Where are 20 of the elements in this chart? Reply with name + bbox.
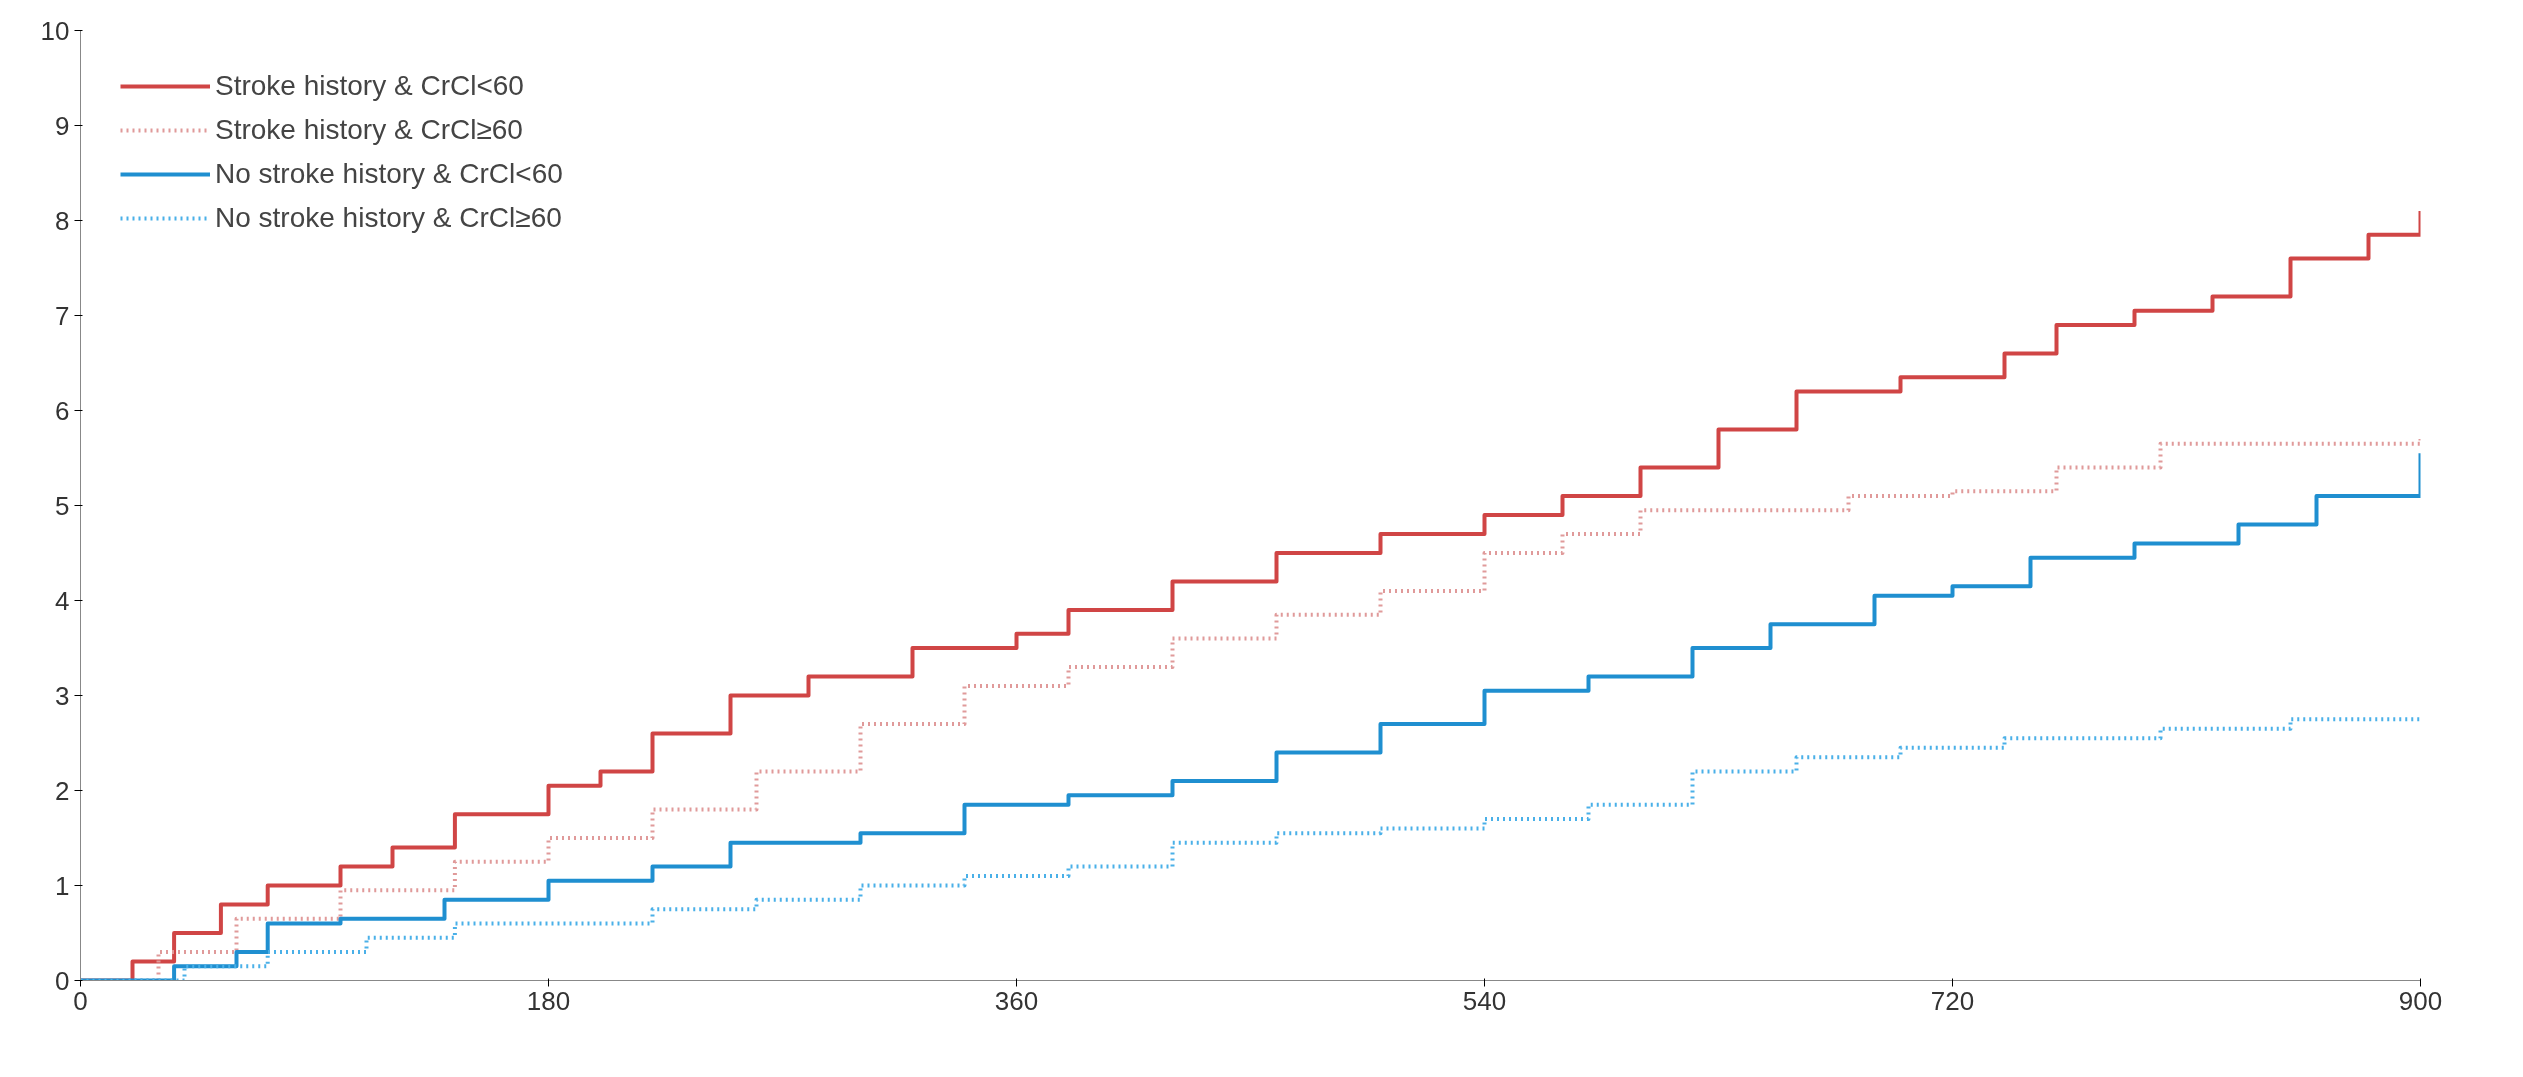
y-tick-label: 1	[55, 870, 70, 901]
legend-label: Stroke history & CrCl≥60	[215, 114, 523, 146]
y-tick-label: 8	[55, 205, 70, 236]
x-tick-label: 720	[1930, 985, 1975, 1016]
y-tick-label: 2	[55, 775, 70, 806]
y-tick-label: 9	[55, 110, 70, 141]
legend-label: No stroke history & CrCl≥60	[215, 202, 562, 234]
y-tick-label: 0	[55, 965, 70, 996]
x-tick-label: 360	[994, 985, 1039, 1016]
x-tick-label: 540	[1462, 985, 1507, 1016]
legend-label: No stroke history & CrCl<60	[215, 158, 563, 190]
x-tick-label: 900	[2398, 985, 2443, 1016]
x-tick-label: 180	[526, 985, 571, 1016]
y-tick-label: 7	[55, 300, 70, 331]
y-tick-label: 10	[40, 15, 70, 46]
legend-label: Stroke history & CrCl<60	[215, 70, 524, 102]
y-tick-label: 4	[55, 585, 70, 616]
y-tick-label: 6	[55, 395, 70, 426]
y-tick-label: 5	[55, 490, 70, 521]
y-tick-label: 3	[55, 680, 70, 711]
